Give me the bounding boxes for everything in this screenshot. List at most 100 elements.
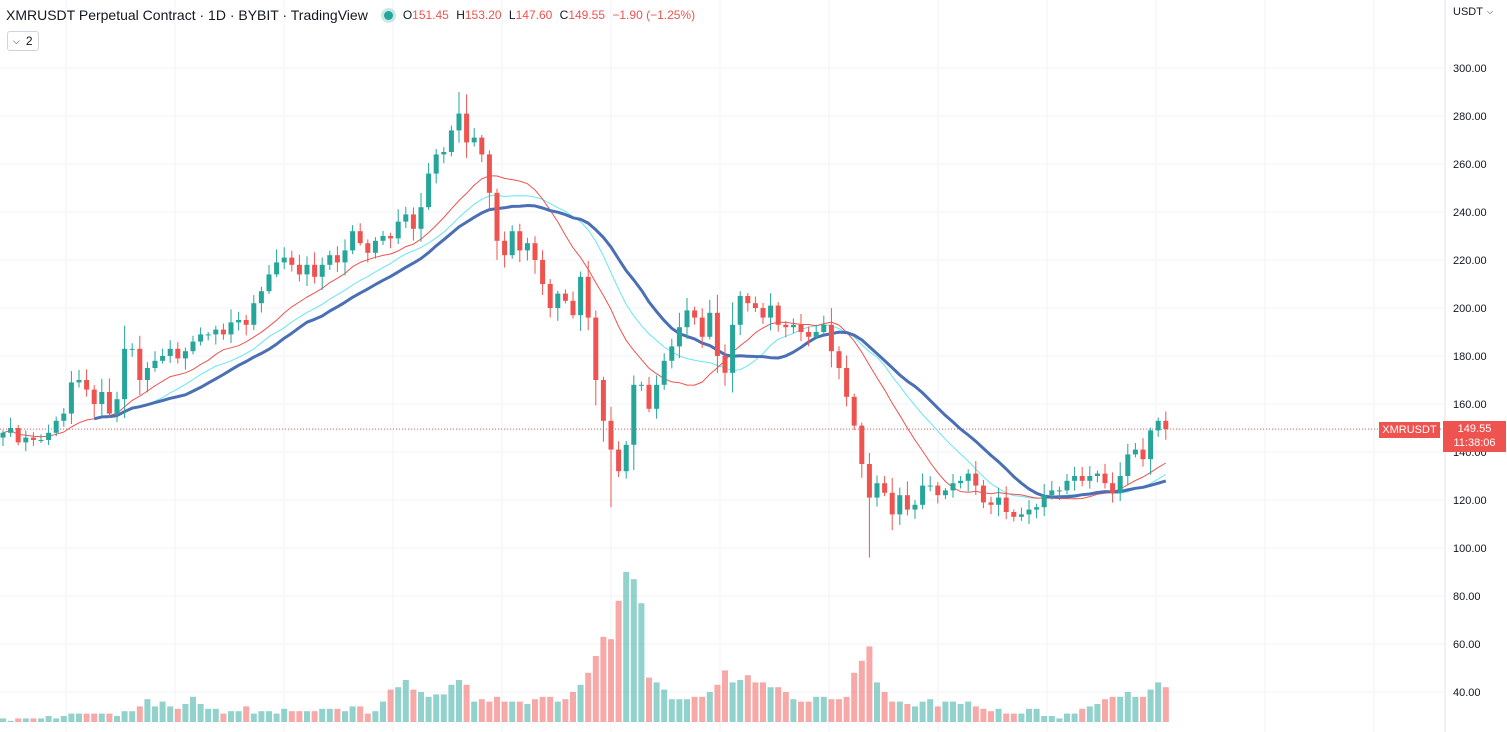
volume-bar <box>691 696 698 722</box>
candle-body <box>106 392 112 414</box>
candle-body <box>91 389 97 404</box>
volume-bar <box>494 696 500 722</box>
candle-body <box>813 332 819 337</box>
volume-bar <box>425 696 432 722</box>
volume-bar <box>45 716 52 722</box>
candle-body <box>889 492 895 515</box>
candlestick-series <box>0 92 1169 558</box>
volume-bar <box>478 699 485 722</box>
candle-body <box>175 348 181 359</box>
volume-bar <box>1147 689 1154 722</box>
volume-bar <box>1026 708 1032 722</box>
candle-body <box>699 317 705 337</box>
volume-bar <box>433 694 440 722</box>
volume-bar <box>1155 682 1162 722</box>
volume-bar <box>159 701 166 722</box>
volume-bar <box>471 701 478 722</box>
candle-body <box>1041 495 1047 508</box>
candle-body <box>1132 449 1138 455</box>
candle-body <box>654 384 660 409</box>
candle-body <box>160 356 166 361</box>
candle-body <box>996 497 1002 505</box>
candle-body <box>182 351 188 359</box>
candle-body <box>312 264 318 277</box>
indicators-toggle-button[interactable]: ⌵ 2 <box>7 31 39 51</box>
volume-bar <box>524 704 531 722</box>
market-status-icon <box>383 10 393 20</box>
candle-body <box>122 348 128 400</box>
currency-selector[interactable]: USDT ⌵ <box>1453 6 1494 18</box>
candle-body <box>1148 430 1154 460</box>
candle-body <box>965 473 971 481</box>
candle-body <box>129 348 135 350</box>
candle-body <box>760 308 766 318</box>
y-tick-label: 160.00 <box>1453 399 1487 411</box>
y-tick-label: 280.00 <box>1453 111 1487 123</box>
candle-body <box>152 360 158 368</box>
volume-bar <box>646 677 652 722</box>
chevron-down-icon: ⌵ <box>1486 7 1494 16</box>
volume-bar <box>38 718 44 722</box>
volume-bar <box>782 692 789 722</box>
volume-bar <box>1018 713 1025 722</box>
volume-bar <box>152 706 158 722</box>
candle-body <box>220 329 226 335</box>
candle-body <box>1003 497 1009 512</box>
candle-body <box>897 495 903 515</box>
bar-countdown: 11:38:06 <box>1453 437 1496 449</box>
candle-body <box>707 312 713 337</box>
candle-body <box>296 264 302 275</box>
candle-body <box>426 173 432 208</box>
volume-bar <box>820 696 827 722</box>
volume-bar <box>942 701 949 722</box>
candle-body <box>46 432 52 440</box>
candle-body <box>585 276 591 318</box>
candle-body <box>600 380 606 421</box>
volume-bar <box>364 713 371 722</box>
candle-body <box>555 293 561 308</box>
volume-bar <box>440 694 447 722</box>
volume-bar <box>243 706 250 722</box>
volume-bar <box>501 701 508 722</box>
candle-body <box>274 262 280 275</box>
volume-bar <box>144 699 151 722</box>
volume-bar <box>904 704 911 722</box>
ma-slow-line <box>93 204 1167 499</box>
volume-bar <box>927 699 934 722</box>
candle-body <box>0 432 6 438</box>
candle-body <box>1049 490 1055 496</box>
candle-body <box>456 113 462 131</box>
volume-bar <box>311 711 318 722</box>
volume-bar <box>296 711 303 722</box>
volume-bar <box>228 711 234 722</box>
volume-bar <box>1094 704 1101 722</box>
candle-body <box>15 428 21 443</box>
candle-body <box>768 305 774 318</box>
candle-body <box>844 368 850 397</box>
symbol-price-tag: XMRUSDT <box>1379 422 1440 438</box>
volume-bar <box>1117 696 1124 722</box>
candle-body <box>167 348 173 356</box>
volume-bar <box>790 699 797 722</box>
candle-body <box>479 137 485 155</box>
volume-bar <box>1064 713 1070 722</box>
volume-bar <box>250 713 257 722</box>
volume-bar <box>668 699 675 722</box>
volume-bar <box>554 701 561 722</box>
volume-bar <box>326 708 333 722</box>
symbol-title[interactable]: XMRUSDT Perpetual Contract · 1D · BYBIT … <box>6 7 368 23</box>
volume-bar <box>387 689 394 722</box>
volume-series <box>0 572 1169 722</box>
volume-bar <box>851 672 858 722</box>
price-axis: 300.00 280.00 260.00 240.00 220.00 200.00 180.… <box>1453 63 1487 699</box>
candle-body <box>775 305 781 325</box>
price-change: −1.90 (−1.25%) <box>612 8 696 22</box>
candle-body <box>631 384 637 445</box>
volume-bar <box>182 704 189 722</box>
volume-bar <box>220 713 227 722</box>
candle-body <box>395 221 401 239</box>
candle-body <box>441 152 447 155</box>
candle-body <box>1072 476 1078 481</box>
candle-body <box>524 243 530 251</box>
